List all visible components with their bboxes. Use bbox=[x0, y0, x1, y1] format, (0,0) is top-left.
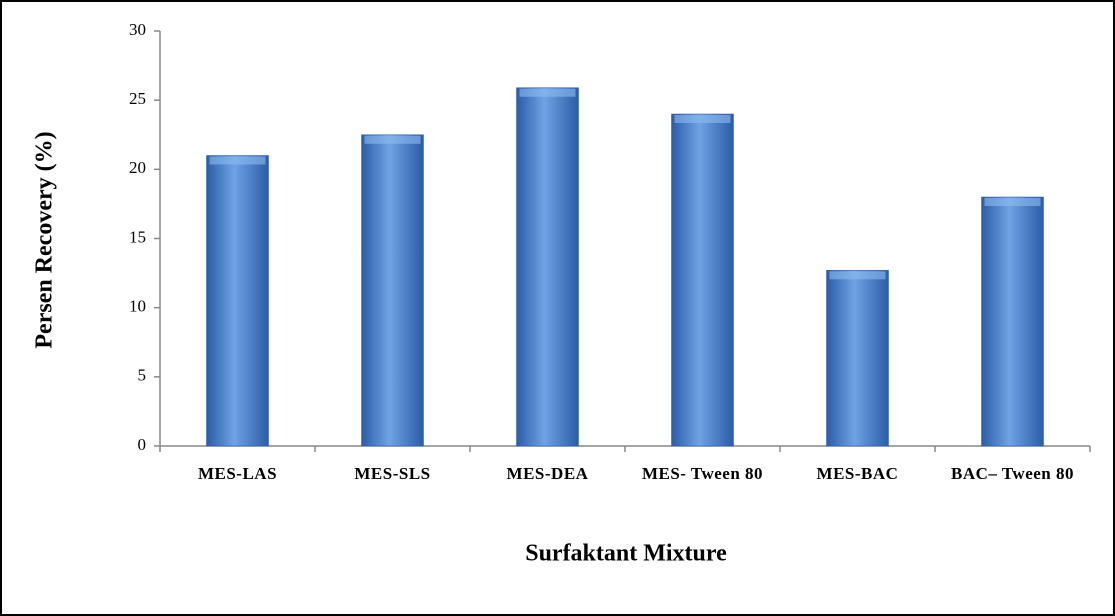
x-tick-label: BAC– Tween 80 bbox=[951, 464, 1074, 483]
y-tick-label: 25 bbox=[129, 89, 146, 108]
bar bbox=[671, 113, 734, 447]
y-tick-label: 0 bbox=[138, 435, 147, 454]
bar-cap bbox=[209, 156, 266, 165]
bar bbox=[981, 196, 1044, 447]
bar bbox=[826, 270, 889, 447]
x-tick-label: MES- Tween 80 bbox=[641, 464, 764, 483]
y-tick-label: 30 bbox=[129, 20, 146, 39]
x-tick-label: MES-DEA bbox=[506, 464, 589, 483]
bar bbox=[206, 155, 269, 447]
y-tick-label: 10 bbox=[129, 297, 146, 316]
bar-cap bbox=[829, 271, 886, 280]
bar bbox=[361, 134, 424, 447]
y-tick-label: 15 bbox=[129, 227, 146, 246]
x-tick-label: MES-LAS bbox=[197, 464, 278, 483]
bar-cap bbox=[674, 115, 731, 123]
x-tick-label: MES-SLS bbox=[354, 464, 431, 483]
x-tick-label: MES-BAC bbox=[816, 464, 899, 483]
bar-cap bbox=[519, 88, 576, 97]
bar-cap bbox=[984, 198, 1041, 206]
x-axis-title: Surfaktant Mixture bbox=[525, 541, 727, 567]
y-tick-label: 20 bbox=[129, 158, 146, 177]
bar-cap bbox=[364, 135, 421, 144]
bar bbox=[516, 87, 579, 447]
y-tick-label: 5 bbox=[138, 366, 147, 385]
y-axis-title: Persen Recovery (%) bbox=[32, 131, 58, 348]
